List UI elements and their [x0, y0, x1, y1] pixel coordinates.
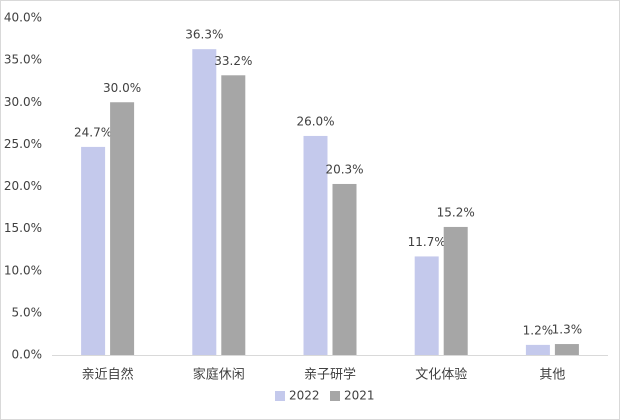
- y-tick-label: 25.0%: [4, 137, 42, 151]
- bar: [554, 344, 579, 355]
- y-tick-label: 10.0%: [4, 263, 42, 277]
- x-tick-label: 家庭休闲: [193, 367, 245, 383]
- bar: [110, 102, 135, 355]
- y-tick-label: 40.0%: [4, 11, 42, 25]
- value-label: 26.0%: [296, 114, 334, 128]
- value-label: 15.2%: [437, 205, 475, 219]
- value-label: 20.3%: [325, 162, 363, 176]
- y-tick-label: 20.0%: [4, 179, 42, 193]
- y-tick-label: 0.0%: [12, 348, 43, 362]
- bar: [525, 344, 550, 355]
- bar: [332, 183, 357, 355]
- bar: [414, 256, 439, 355]
- bar: [192, 49, 217, 356]
- legend-label: 2021: [344, 389, 375, 403]
- legend-swatch: [330, 391, 340, 401]
- x-tick-label: 其他: [539, 368, 565, 383]
- value-label: 33.2%: [214, 54, 252, 68]
- x-tick-label: 文化体验: [415, 367, 467, 383]
- legend-label: 2022: [289, 389, 320, 403]
- bar: [303, 135, 328, 355]
- y-tick-label: 30.0%: [4, 95, 42, 109]
- y-tick-label: 15.0%: [4, 221, 42, 235]
- y-tick-label: 35.0%: [4, 53, 42, 67]
- value-label: 1.3%: [552, 323, 583, 337]
- y-tick-label: 5.0%: [12, 305, 43, 319]
- x-tick-label: 亲子研学: [304, 367, 356, 383]
- value-label: 36.3%: [185, 28, 223, 42]
- value-label: 1.2%: [523, 323, 554, 337]
- value-label: 24.7%: [74, 125, 112, 139]
- bar: [221, 75, 246, 355]
- bar: [81, 146, 106, 355]
- bar: [443, 226, 468, 355]
- value-label: 11.7%: [408, 235, 446, 249]
- legend-swatch: [275, 391, 285, 401]
- value-label: 30.0%: [103, 81, 141, 95]
- x-tick-label: 亲近自然: [82, 367, 134, 383]
